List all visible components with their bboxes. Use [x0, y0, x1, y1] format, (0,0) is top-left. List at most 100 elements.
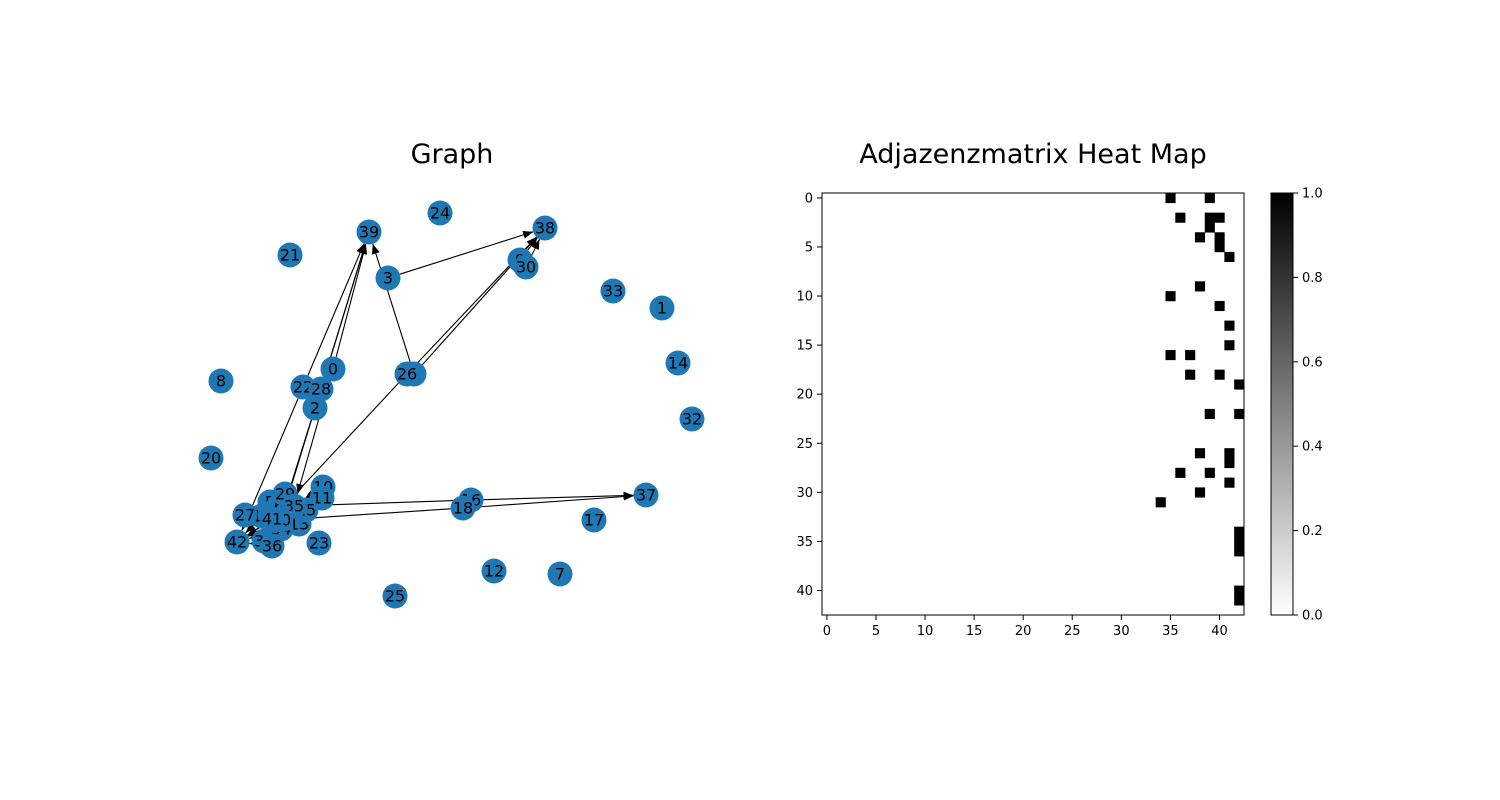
colorbar-ticks: 0.0 0.2 0.4 0.6 0.8 1.0 [1293, 187, 1323, 624]
heatmap-cell-5-40 [1214, 242, 1225, 253]
heatmap-cell-2-40 [1214, 212, 1225, 223]
heatmap-cell-26-41 [1224, 448, 1235, 459]
graph-node-circle [277, 242, 303, 268]
heatmap-cell-18-40 [1214, 369, 1225, 380]
graph-edge-26-41 [280, 382, 399, 511]
heatmap-cell-40-42 [1234, 585, 1245, 596]
graph-node-8: 8 [208, 368, 234, 394]
colorbar-tick-label: 0.2 [1302, 524, 1323, 539]
graph-nodes: 0123456789101112131415161718192021222324… [198, 200, 705, 609]
graph-node-circle [198, 445, 224, 471]
graph-node-36: 36 [259, 533, 285, 559]
heatmap-yticks: 0 5 10 15 20 25 30 35 40 [796, 191, 822, 599]
colorbar-tick-label: 0.8 [1302, 271, 1323, 286]
heatmap-cell-22-39 [1204, 408, 1215, 420]
heatmap-ytick-label: 35 [796, 535, 813, 550]
graph-edge-30-38 [530, 238, 541, 257]
graph-node-circle [259, 533, 285, 559]
graph-node-11: 11 [309, 485, 335, 511]
graph-node-label: 39 [359, 223, 379, 242]
graph-node-label: 18 [453, 499, 473, 518]
heatmap-cell-26-38 [1194, 448, 1206, 459]
heatmap-cell-22-42 [1234, 408, 1245, 420]
graph-node-label: 42 [227, 533, 247, 552]
heatmap-cell-35-42 [1234, 536, 1245, 547]
graph-node-circle [649, 295, 675, 321]
heatmap-cell-18-37 [1185, 369, 1196, 380]
heatmap-xtick-label: 25 [1064, 624, 1081, 639]
graph-node-circle [382, 583, 408, 609]
graph-edge-28-39 [324, 243, 367, 378]
heatmap-ytick-label: 15 [796, 339, 813, 354]
graph-node-label: 24 [430, 204, 450, 223]
graph-node-38: 38 [532, 215, 558, 241]
graph-node-circle [232, 502, 258, 528]
heatmap-xtick-label: 0 [823, 624, 831, 639]
heatmap-cell-6-41 [1224, 251, 1235, 262]
graph-node-label: 8 [216, 372, 226, 391]
heatmap-panel: Adjazenzmatrix Heat Map 0 5 10 15 20 25 30 35 40… [796, 139, 1322, 639]
graph-node-label: 41 [262, 510, 282, 529]
graph-node-label: 26 [397, 365, 417, 384]
heatmap-ytick-label: 40 [796, 584, 813, 599]
heatmap-cell-19-42 [1234, 379, 1245, 390]
graph-node-14: 14 [665, 350, 691, 376]
heatmap-frame [821, 192, 1245, 616]
graph-node-2: 2 [302, 395, 328, 421]
heatmap-xtick-label: 15 [966, 624, 983, 639]
graph-node-1: 1 [649, 295, 675, 321]
graph-node-circle [581, 507, 607, 533]
graph-node-17: 17 [581, 507, 607, 533]
heatmap-xtick-label: 20 [1015, 624, 1032, 639]
heatmap-cell-29-41 [1224, 477, 1235, 488]
colorbar-tick-label: 0.4 [1302, 440, 1323, 455]
colorbar-frame [1270, 192, 1294, 616]
heatmap-cell-16-37 [1185, 350, 1196, 361]
graph-node-25: 25 [382, 583, 408, 609]
heatmap-xticks: 0 5 10 15 20 25 30 35 40 [823, 615, 1228, 639]
graph-node-41: 41 [259, 506, 285, 532]
graph-node-circle [665, 350, 691, 376]
graph-panel: Graph 0123456789101112131415161718192021… [198, 139, 705, 609]
graph-node-12: 12 [481, 558, 507, 584]
graph-node-label: 27 [235, 506, 255, 525]
heatmap-area [822, 193, 1244, 615]
heatmap-title: Adjazenzmatrix Heat Map [859, 139, 1206, 170]
heatmap-cell-13-41 [1224, 320, 1235, 331]
graph-node-circle [679, 406, 705, 432]
heatmap-cell-9-38 [1194, 281, 1206, 292]
heatmap-cell-34-42 [1234, 526, 1245, 537]
heatmap-cell-41-42 [1234, 595, 1245, 606]
graph-node-label: 7 [555, 565, 565, 584]
heatmap-ytick-label: 20 [796, 388, 813, 403]
graph-node-circle [600, 278, 626, 304]
graph-node-label: 17 [584, 511, 604, 530]
graph-node-circle [302, 395, 328, 421]
graph-node-label: 6 [274, 497, 284, 516]
graph-node-circle [427, 200, 453, 226]
graph-node-circle [450, 495, 476, 521]
heatmap-cell-10-35 [1165, 291, 1176, 302]
graph-node-42: 42 [224, 529, 250, 555]
graph-node-27: 27 [232, 502, 258, 528]
colorbar [1271, 193, 1293, 615]
graph-node-28: 28 [308, 376, 334, 402]
graph-node-circle [308, 376, 334, 402]
heatmap-cell-15-41 [1224, 340, 1235, 351]
colorbar-tick-label: 0.6 [1302, 355, 1323, 370]
graph-edge-18-40 [293, 508, 451, 523]
heatmap-cell-28-36 [1175, 467, 1186, 478]
graph-node-label: 38 [535, 219, 555, 238]
heatmap-cell-0-35 [1165, 193, 1176, 204]
graph-edge-4-39 [371, 243, 411, 363]
colorbar-tick-label: 1.0 [1302, 187, 1323, 202]
graph-node-label: 36 [262, 537, 282, 556]
heatmap-cell-0-39 [1204, 193, 1215, 204]
heatmap-ytick-label: 30 [796, 486, 813, 501]
graph-node-label: 25 [385, 587, 405, 606]
graph-edge-22-39 [307, 243, 365, 376]
heatmap-xtick-label: 35 [1162, 624, 1179, 639]
heatmap-cell-2-36 [1175, 212, 1186, 223]
graph-node-23: 23 [306, 530, 332, 556]
heatmap-ytick-label: 5 [805, 240, 813, 255]
